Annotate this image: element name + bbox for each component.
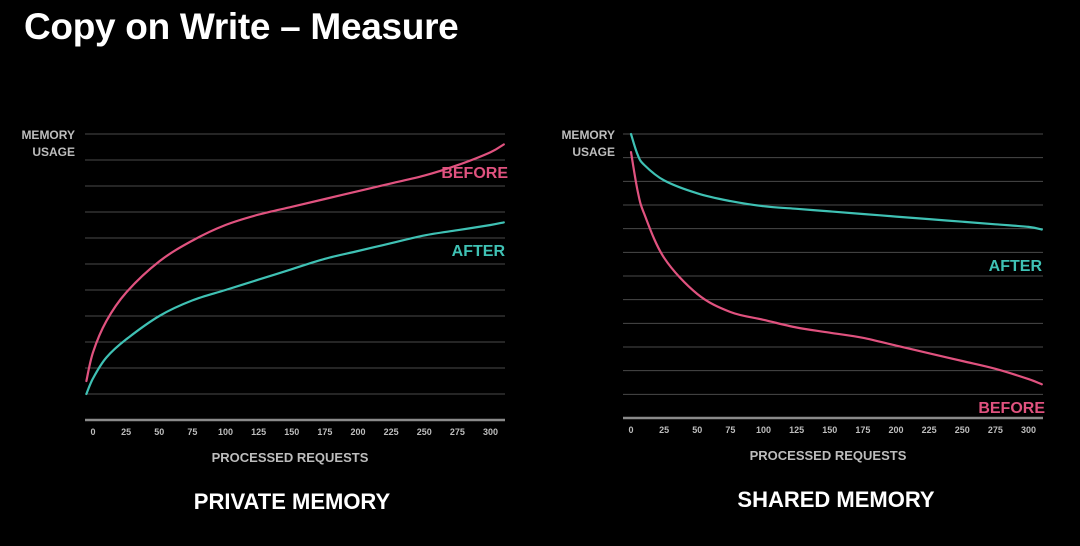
shared-memory-chart: MEMORY USAGE 0 25 50 75 100 125 150 175 200 225 250 2… — [540, 0, 1080, 546]
shared-xtick-125: 125 — [789, 425, 804, 435]
shared-xtick-250: 250 — [955, 425, 970, 435]
shared-caption: SHARED MEMORY — [737, 487, 935, 512]
shared-xtick-300: 300 — [1021, 425, 1036, 435]
shared-gridlines — [623, 133, 1043, 395]
private-memory-plot: MEMORY USAGE 0 25 50 75 100 125 150 175 200 225 250 2… — [21, 128, 508, 514]
private-memory-chart: MEMORY USAGE 0 25 50 75 100 125 150 175 200 225 250 2… — [21, 128, 508, 514]
shared-xtick-200: 200 — [888, 425, 903, 435]
shared-xtick-150: 150 — [822, 425, 837, 435]
private-gridlines — [85, 133, 505, 395]
private-ylabel-line2: USAGE — [32, 145, 75, 159]
private-series-before-label: BEFORE — [441, 165, 508, 182]
shared-series-after-label: AFTER — [989, 258, 1043, 275]
shared-xtick-275: 275 — [988, 425, 1003, 435]
private-xtick-25: 25 — [121, 427, 131, 437]
slide-title: Copy on Write – Measure — [24, 6, 459, 47]
private-xtick-175: 175 — [317, 427, 332, 437]
private-xtick-0: 0 — [90, 427, 95, 437]
shared-xlabel: PROCESSED REQUESTS — [750, 448, 907, 463]
private-xtick-300: 300 — [483, 427, 498, 437]
shared-memory-plot: MEMORY USAGE 0 25 50 75 100 125 150 175 200 225 250 2… — [561, 128, 1045, 512]
shared-xtick-50: 50 — [692, 425, 702, 435]
private-xtick-250: 250 — [417, 427, 432, 437]
shared-xtick-25: 25 — [659, 425, 669, 435]
private-series-after-label: AFTER — [452, 243, 506, 260]
private-caption: PRIVATE MEMORY — [194, 489, 391, 514]
private-xtick-150: 150 — [284, 427, 299, 437]
private-xtick-200: 200 — [350, 427, 365, 437]
private-xlabel: PROCESSED REQUESTS — [212, 450, 369, 465]
shared-xtick-225: 225 — [922, 425, 937, 435]
private-xtick-75: 75 — [187, 427, 197, 437]
private-xtick-100: 100 — [218, 427, 233, 437]
private-xtick-275: 275 — [450, 427, 465, 437]
private-ylabel-line1: MEMORY — [21, 128, 75, 142]
shared-series-before-line — [629, 151, 1043, 386]
shared-ylabel-line2: USAGE — [572, 145, 615, 159]
private-series-before-line — [85, 143, 505, 383]
private-xtick-125: 125 — [251, 427, 266, 437]
shared-xtick-75: 75 — [725, 425, 735, 435]
shared-xtick-0: 0 — [628, 425, 633, 435]
private-xtick-225: 225 — [384, 427, 399, 437]
shared-series-before-label: BEFORE — [978, 400, 1045, 417]
shared-ylabel-line1: MEMORY — [561, 128, 615, 142]
shared-xtick-100: 100 — [756, 425, 771, 435]
shared-xtick-175: 175 — [855, 425, 870, 435]
shared-series-after-line — [629, 132, 1043, 231]
private-xtick-50: 50 — [154, 427, 164, 437]
private-series-after-line — [85, 221, 505, 396]
